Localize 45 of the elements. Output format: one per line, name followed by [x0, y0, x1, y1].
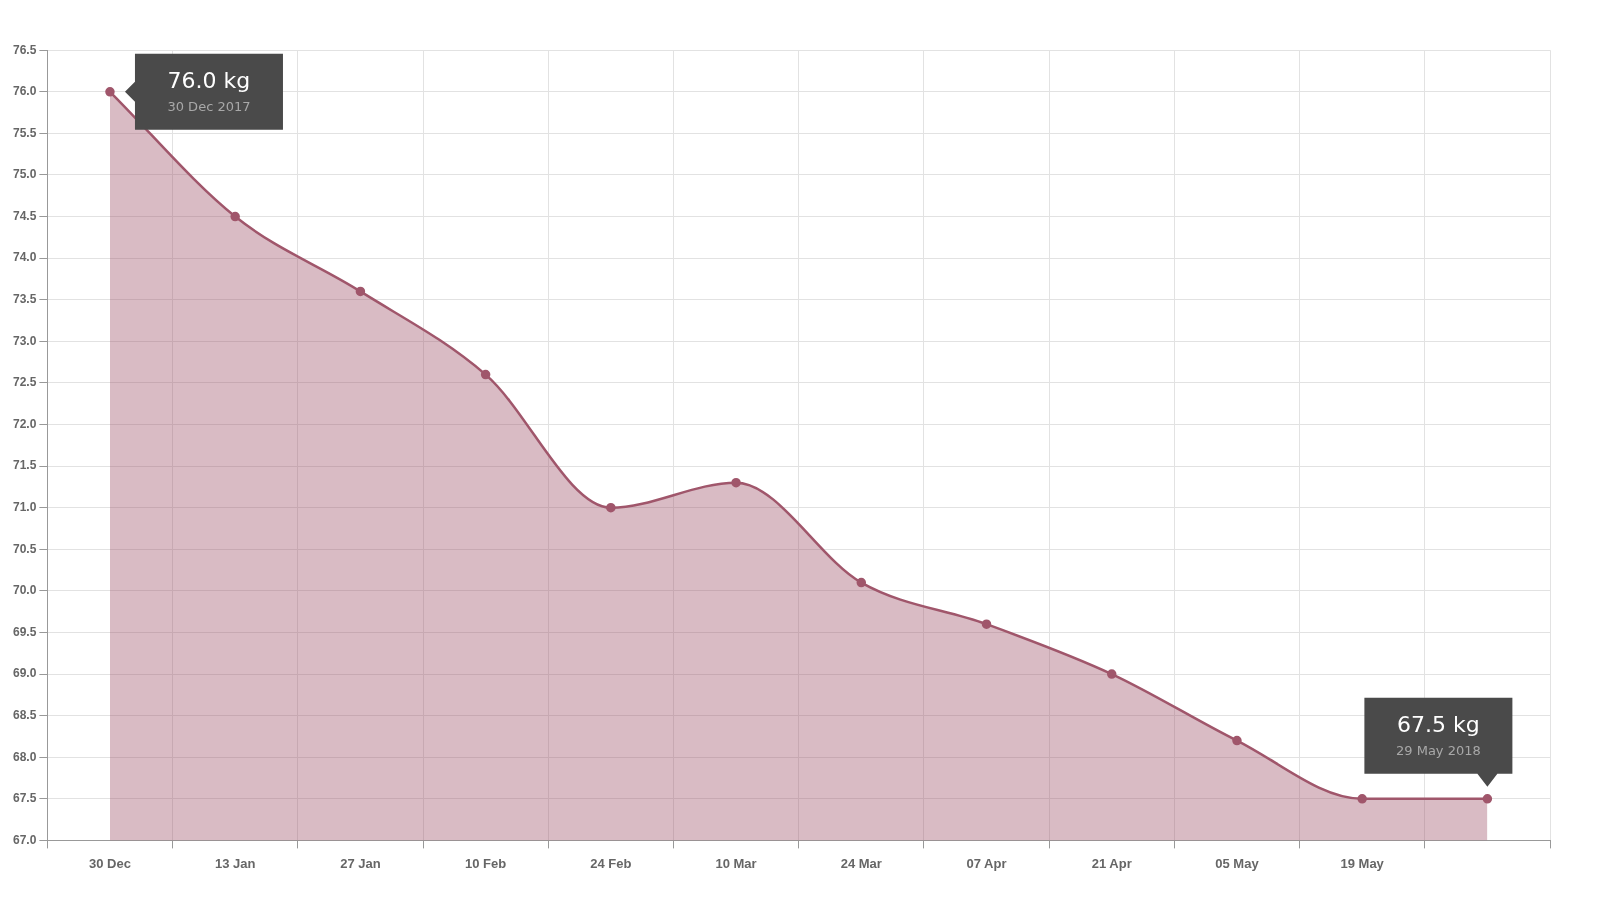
annotation: 76.0 kg 30 Dec 2017 [167, 67, 251, 115]
y-tick-label: 76.0 [13, 84, 37, 99]
x-tick-label: 13 Jan [214, 855, 256, 871]
y-tick-label: 75.5 [13, 125, 37, 140]
y-tick-label: 69.5 [13, 624, 37, 639]
point [1482, 794, 1493, 804]
x-tick-label: 19 May [1340, 855, 1385, 871]
y-tick-label: 67.0 [13, 832, 37, 847]
x-tick-label: 30 Dec [89, 855, 131, 871]
point [480, 369, 491, 380]
x-tick-label: 27 Jan [340, 855, 381, 871]
point [105, 87, 115, 97]
y-tick-label: 74.5 [13, 208, 37, 223]
y-tick-label: 67.5 [13, 791, 37, 806]
y-tick-label: 75.0 [13, 167, 37, 182]
x-tick-label: 05 May [1215, 855, 1260, 871]
y-tick-label: 72.5 [13, 375, 37, 390]
point [856, 577, 867, 588]
y-tick-label: 68.0 [13, 749, 37, 764]
y-tick-label: 71.5 [13, 458, 37, 473]
point [731, 477, 741, 488]
x-tick-label: 24 Feb [590, 855, 632, 871]
point [1357, 794, 1367, 804]
point [1232, 735, 1242, 746]
y-tick-label: 76.5 [13, 42, 37, 57]
y-tick-label: 73.0 [13, 333, 37, 348]
point [230, 211, 240, 222]
y-tick-label: 74.0 [13, 250, 37, 265]
x-tick-label: 10 Feb [465, 855, 507, 871]
y-tick-label: 70.0 [13, 583, 37, 598]
annotation: 67.5 kg 29 May 2018 [1396, 711, 1481, 759]
point [981, 619, 992, 629]
x-tick-label: 24 Mar [840, 855, 882, 871]
x-tick-label: 21 Apr [1091, 855, 1132, 871]
y-tick-label: 68.5 [13, 707, 37, 722]
point [355, 286, 366, 297]
y-tick-label: 69.0 [13, 666, 37, 681]
x-tick-label: 07 Apr [966, 855, 1007, 871]
point [1106, 669, 1117, 679]
y-tick-label: 71.0 [13, 500, 37, 514]
y-tick-label: 73.5 [13, 292, 37, 307]
y-tick-label: 70.5 [13, 541, 37, 556]
x-tick-label: 10 Mar [715, 855, 757, 871]
y-tick-label: 72.0 [13, 416, 37, 431]
point [606, 502, 616, 513]
